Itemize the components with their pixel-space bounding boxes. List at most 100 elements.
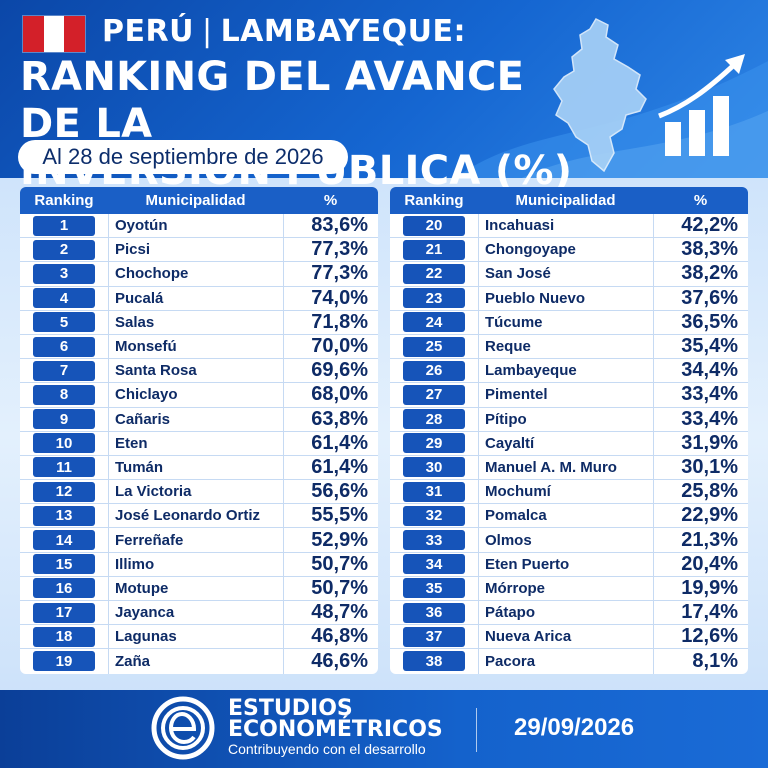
rank-cell: 17 xyxy=(20,602,108,623)
municipality-name: Lambayeque xyxy=(478,359,653,383)
table-row: 27 Pimentel 33,4% xyxy=(390,383,748,408)
percent-value: 77,3% xyxy=(283,238,378,262)
rank-cell: 15 xyxy=(20,554,108,575)
header-ranking: Ranking xyxy=(34,192,94,209)
rank-badge: 32 xyxy=(403,505,465,526)
rank-badge: 6 xyxy=(33,336,95,357)
municipality-name: Eten xyxy=(108,431,283,455)
rank-cell: 8 xyxy=(20,384,108,405)
municipality-name: Reque xyxy=(478,334,653,359)
percent-value: 63,8% xyxy=(283,407,378,431)
percent-value: 48,7% xyxy=(283,601,378,625)
rank-badge: 18 xyxy=(33,626,95,647)
table-row: 19 Zaña 46,6% xyxy=(20,649,378,674)
footer-date: 29/09/2026 xyxy=(514,714,635,741)
municipality-name: La Victoria xyxy=(108,480,283,504)
table-row: 4 Pucalá 74,0% xyxy=(20,286,378,311)
rank-cell: 6 xyxy=(20,336,108,357)
table-row: 31 Mochumí 25,8% xyxy=(390,480,748,505)
table-row: 34 Eten Puerto 20,4% xyxy=(390,552,748,577)
municipality-name: Manuel A. M. Muro xyxy=(478,455,653,480)
municipality-name: Santa Rosa xyxy=(108,359,283,383)
municipality-name: Pucalá xyxy=(108,286,283,310)
municipality-name: Jayanca xyxy=(108,601,283,625)
table-row: 35 Mórrope 19,9% xyxy=(390,576,748,601)
percent-value: 74,0% xyxy=(283,286,378,310)
footer-background xyxy=(0,690,768,768)
rank-badge: 19 xyxy=(33,651,95,672)
municipality-name: Picsi xyxy=(108,238,283,262)
percent-value: 52,9% xyxy=(283,528,378,552)
percent-value: 56,6% xyxy=(283,480,378,504)
rank-badge: 38 xyxy=(403,651,465,672)
lambayeque-map-icon xyxy=(553,18,647,173)
rank-badge: 31 xyxy=(403,481,465,502)
table-row: 24 Túcume 36,5% xyxy=(390,310,748,335)
percent-value: 70,0% xyxy=(283,334,378,359)
table-row: 28 Pítipo 33,4% xyxy=(390,407,748,432)
rank-badge: 37 xyxy=(403,626,465,647)
percent-value: 42,2% xyxy=(653,214,748,238)
percent-value: 22,9% xyxy=(653,504,748,528)
table-row: 16 Motupe 50,7% xyxy=(20,576,378,601)
header-municipality: Municipalidad xyxy=(515,192,616,209)
rank-badge: 7 xyxy=(33,360,95,381)
rank-cell: 34 xyxy=(390,554,478,575)
municipality-name: Pátapo xyxy=(478,601,653,625)
brand-name-line-2: ECONOMÉTRICOS xyxy=(228,717,443,742)
rank-cell: 5 xyxy=(20,312,108,333)
table-row: 32 Pomalca 22,9% xyxy=(390,504,748,529)
rank-cell: 11 xyxy=(20,457,108,478)
percent-value: 36,5% xyxy=(653,310,748,334)
municipality-name: Cayaltí xyxy=(478,431,653,455)
ranking-table-right: Ranking Municipalidad % 20 Incahuasi 42,2%… xyxy=(390,187,748,674)
rank-cell: 12 xyxy=(20,481,108,502)
rank-badge: 26 xyxy=(403,360,465,381)
percent-value: 77,3% xyxy=(283,262,378,286)
rank-badge: 25 xyxy=(403,336,465,357)
table-row: 9 Cañaris 63,8% xyxy=(20,407,378,432)
municipality-name: Zaña xyxy=(108,649,283,674)
country-label: PERÚ xyxy=(102,14,194,49)
municipality-name: Pimentel xyxy=(478,383,653,407)
rank-cell: 21 xyxy=(390,239,478,260)
percent-value: 33,4% xyxy=(653,407,748,431)
table-row: 10 Eten 61,4% xyxy=(20,431,378,456)
municipality-name: Incahuasi xyxy=(478,214,653,238)
municipality-name: Túcume xyxy=(478,310,653,334)
municipality-name: Illimo xyxy=(108,552,283,576)
table-body: 1 Oyotún 83,6% 2 Picsi 77,3% 3 Chochope 77,3% 4 Pu… xyxy=(20,214,378,674)
percent-value: 68,0% xyxy=(283,383,378,407)
table-row: 11 Tumán 61,4% xyxy=(20,455,378,481)
municipality-name: Nueva Arica xyxy=(478,625,653,649)
rank-cell: 32 xyxy=(390,505,478,526)
table-row: 5 Salas 71,8% xyxy=(20,310,378,335)
rank-badge: 12 xyxy=(33,481,95,502)
rank-badge: 22 xyxy=(403,263,465,284)
rank-cell: 20 xyxy=(390,215,478,236)
rank-badge: 15 xyxy=(33,554,95,575)
rank-badge: 16 xyxy=(33,578,95,599)
rank-cell: 25 xyxy=(390,336,478,357)
rank-badge: 9 xyxy=(33,409,95,430)
rank-badge: 28 xyxy=(403,409,465,430)
rank-cell: 1 xyxy=(20,215,108,236)
rank-cell: 13 xyxy=(20,505,108,526)
table-row: 8 Chiclayo 68,0% xyxy=(20,383,378,408)
percent-value: 20,4% xyxy=(653,552,748,576)
municipality-name: Chiclayo xyxy=(108,383,283,407)
municipality-name: Mórrope xyxy=(478,576,653,600)
table-row: 36 Pátapo 17,4% xyxy=(390,601,748,626)
rank-cell: 28 xyxy=(390,409,478,430)
growth-chart-icon xyxy=(658,54,745,156)
table-body: 20 Incahuasi 42,2% 21 Chongoyape 38,3% 22 San J… xyxy=(390,214,748,674)
municipality-name: San José xyxy=(478,262,653,286)
municipality-name: Lagunas xyxy=(108,625,283,649)
rank-badge: 13 xyxy=(33,505,95,526)
table-header: Ranking Municipalidad % xyxy=(390,187,748,214)
rank-cell: 38 xyxy=(390,651,478,672)
table-row: 3 Chochope 77,3% xyxy=(20,262,378,287)
percent-value: 12,6% xyxy=(653,625,748,649)
table-row: 33 Olmos 21,3% xyxy=(390,528,748,553)
estudios-econometricos-logo xyxy=(151,696,215,760)
